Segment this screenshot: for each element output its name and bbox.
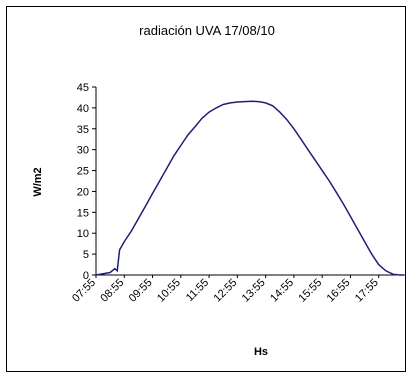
plot-area: 0 5 10 15 20 25 30 35 40 45 07:55 08:55 09:55 10:55 11… [70,82,405,305]
x-tick-label: 13:55 [240,277,268,305]
y-tick-label: 25 [77,166,89,178]
x-tick-label: 10:55 [155,277,183,305]
x-tick-label: 15:55 [296,277,324,305]
x-tick-label: 08:55 [98,277,126,305]
x-tick-label: 14:55 [268,277,296,305]
y-tick-label: 45 [77,82,89,94]
series-line [95,100,405,276]
x-tick-label: 07:55 [70,277,98,305]
x-tick-label: 12:55 [212,277,240,305]
y-tick-label: 10 [77,228,89,240]
chart-title: radiación UVA 17/08/10 [139,23,275,38]
x-tick-label: 17:55 [353,277,381,305]
y-tick-label: 20 [77,186,89,198]
y-tick-label: 5 [83,249,89,261]
x-tick-label: 11:55 [184,277,211,304]
x-tick-label: 09:55 [127,277,155,305]
chart-frame: radiación UVA 17/08/10 0 5 10 15 20 25 30 35 40 4… [6,6,406,372]
x-axis-title: Hs [254,346,268,358]
y-tick-label: 0 [83,270,89,282]
line-chart: radiación UVA 17/08/10 0 5 10 15 20 25 30 35 40 4… [32,23,405,358]
x-tick-label: 16:55 [325,277,353,305]
y-tick-label: 35 [77,124,89,136]
y-tick-label: 30 [77,145,89,157]
y-axis-title: W/m2 [32,167,44,196]
y-tick-label: 15 [77,207,89,219]
y-tick-label: 40 [77,103,89,115]
